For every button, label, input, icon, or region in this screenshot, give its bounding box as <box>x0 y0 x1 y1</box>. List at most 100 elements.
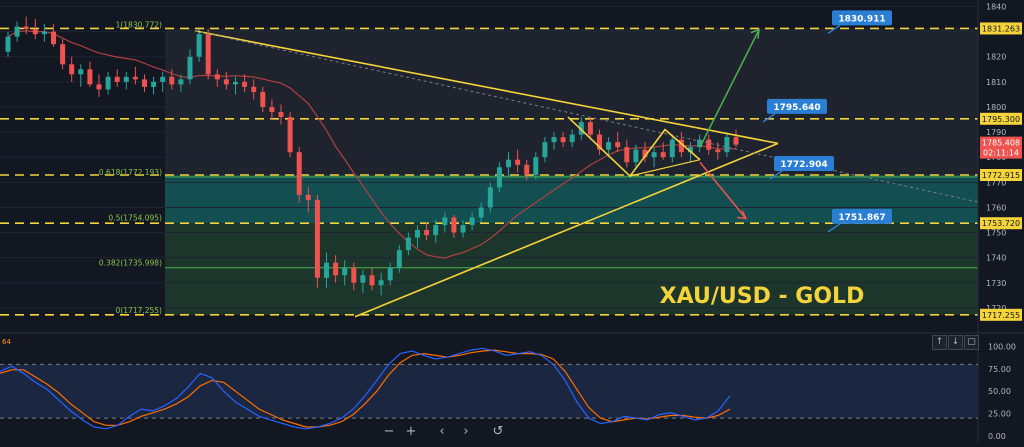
candle-body <box>451 217 457 233</box>
level-price-tag <box>980 112 1022 125</box>
level-price-tag <box>980 22 1022 35</box>
candle-body <box>151 81 157 87</box>
countdown-label: 02:11:14 <box>983 149 1019 158</box>
candle-body <box>242 81 248 87</box>
current-price-tag <box>980 136 1022 159</box>
price-callout-label: 1795.640 <box>773 103 820 113</box>
price-axis-tick: 1770 <box>986 178 1006 187</box>
level-price-tag-label: 1795.300 <box>982 115 1020 124</box>
candle-body <box>433 225 439 236</box>
candle-body <box>542 142 548 158</box>
pane-down-button[interactable]: ↓ <box>948 335 963 350</box>
candle-body <box>487 187 493 208</box>
candle-body <box>551 137 557 143</box>
bearish-arrowhead <box>736 210 748 220</box>
price-axis-tick: 1760 <box>986 203 1006 212</box>
moving-average-line <box>7 30 737 259</box>
stochastic-k-line <box>0 347 731 430</box>
price-axis-tick: 1800 <box>986 103 1006 112</box>
price-callout-label: 1830.911 <box>838 14 885 24</box>
level-price-tag <box>980 169 1022 182</box>
candle-body <box>260 91 266 107</box>
pane-up-button[interactable]: ↑ <box>932 335 947 350</box>
candle-body <box>233 81 238 85</box>
candle-body <box>23 26 29 30</box>
price-callout-box <box>767 98 827 114</box>
dotted-trendline <box>194 30 981 203</box>
price-callout-pointer <box>827 223 841 233</box>
candle-body <box>642 149 648 158</box>
stochastic-axis-tick: 25.00 <box>988 410 1011 419</box>
candle-body <box>296 152 302 195</box>
candle-body <box>314 199 320 278</box>
candle-body <box>533 157 539 175</box>
candle-body <box>442 217 448 226</box>
fib-level-label: 1(1830.772) <box>116 21 162 30</box>
candle-body <box>324 262 329 278</box>
candle-body <box>697 139 703 148</box>
candle-body <box>223 79 229 85</box>
candle-body <box>187 56 193 80</box>
scroll-left-button[interactable]: ‹ <box>439 424 445 439</box>
candle-body <box>715 149 721 153</box>
candle-body <box>251 86 257 92</box>
candle-body <box>305 194 311 200</box>
candle-body <box>160 76 166 82</box>
price-axis-tick: 1790 <box>986 128 1006 137</box>
candle-body <box>132 76 138 80</box>
candle-body <box>478 207 484 218</box>
level-price-tag <box>980 217 1022 230</box>
candle-body <box>597 134 602 150</box>
level-price-tag-label: 1831.263 <box>982 24 1020 33</box>
zoom-in-button[interactable]: + <box>405 424 417 439</box>
pennant-pattern <box>567 116 701 178</box>
candle-body <box>287 117 293 153</box>
candle-body <box>606 142 612 150</box>
level-price-tag-label: 1772.915 <box>982 171 1020 180</box>
candle-body <box>678 139 684 153</box>
candle-body <box>41 31 47 35</box>
zoom-out-button[interactable]: − <box>383 424 395 439</box>
price-axis-tick: 1750 <box>986 229 1006 238</box>
candle-body <box>587 122 593 135</box>
fib-zone-upper <box>165 28 978 176</box>
fib-level-label: 0.618(1772.193) <box>99 168 162 177</box>
candle-body <box>360 275 366 283</box>
price-axis-tick: 1810 <box>986 78 1006 87</box>
candle-body <box>123 76 129 82</box>
stochastic-axis-tick: 50.00 <box>988 387 1011 396</box>
candle-body <box>560 137 566 143</box>
candle-body <box>96 84 102 90</box>
stochastic-value-label: 64 <box>2 338 11 346</box>
candle-body <box>387 267 393 281</box>
price-callout-box <box>832 208 892 224</box>
fib-zone-lower <box>165 223 978 315</box>
candle-body <box>424 230 430 236</box>
price-axis-tick: 1730 <box>986 279 1006 288</box>
price-callout-label: 1772.904 <box>780 160 827 170</box>
candle-body <box>688 147 693 153</box>
stochastic-axis-tick: 75.00 <box>988 365 1011 374</box>
scroll-right-button[interactable]: › <box>463 424 469 439</box>
candle-body <box>615 142 621 148</box>
level-price-tag <box>980 308 1022 321</box>
stochastic-d-line <box>0 349 731 428</box>
candle-body <box>569 134 575 143</box>
reset-chart-button[interactable]: ↺ <box>492 424 504 439</box>
price-axis-tick: 1740 <box>986 254 1006 263</box>
candle-body <box>214 74 220 80</box>
price-callout-box <box>832 10 892 26</box>
candle-body <box>178 79 184 85</box>
candle-body <box>205 34 211 75</box>
fib-level-label: 0.382(1735.998) <box>99 259 162 268</box>
candle-body <box>51 31 56 45</box>
pane-maximize-button[interactable]: ▢ <box>964 335 979 350</box>
symbol-title: XAU/USD - GOLD <box>660 284 865 309</box>
candle-body <box>269 106 275 112</box>
candle-body <box>415 230 420 238</box>
candle-body <box>5 36 11 52</box>
candle-body <box>87 69 93 85</box>
candle-body <box>469 217 475 226</box>
